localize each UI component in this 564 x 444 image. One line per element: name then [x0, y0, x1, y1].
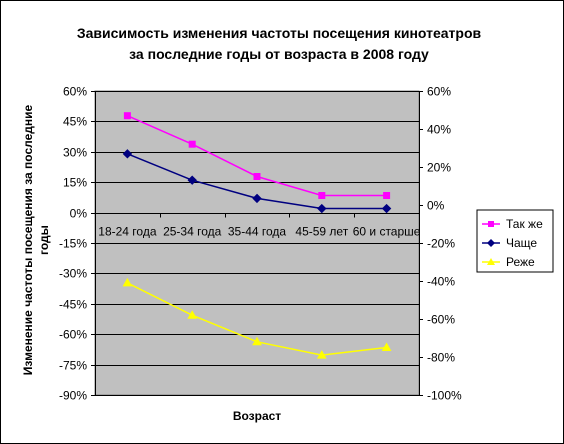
legend-label: Реже	[506, 255, 535, 269]
right-axis-tick-label: 60%	[427, 85, 451, 99]
left-axis-tick-label: 45%	[63, 115, 87, 129]
category-tick-label: 60 и старше	[353, 225, 421, 239]
legend-label: Чаще	[506, 236, 537, 250]
legend-marker	[487, 239, 495, 247]
left-axis-tick-label: 15%	[63, 176, 87, 190]
data-point	[381, 342, 392, 351]
data-point	[253, 173, 261, 180]
x-axis-title: Возраст	[233, 409, 281, 423]
right-axis-tick-label: 40%	[427, 123, 451, 137]
legend-marker	[487, 258, 495, 265]
left-axis-tick-label: -30%	[59, 267, 87, 281]
left-axis-tick-label: 0%	[70, 207, 88, 221]
chart-title-line: Зависимость изменения частоты посещения …	[77, 25, 482, 41]
left-axis-tick-label: -45%	[59, 298, 87, 312]
right-axis-tick-label: -80%	[427, 351, 455, 365]
category-tick-label: 18-24 года	[98, 225, 157, 239]
left-axis-tick-label: -60%	[59, 328, 87, 342]
chart-title-line: за последние годы от возраста в 2008 год…	[129, 46, 429, 62]
data-point	[318, 192, 326, 199]
left-axis-tick-label: -90%	[59, 389, 87, 403]
data-point	[383, 192, 391, 199]
right-axis-tick-label: -40%	[427, 275, 455, 289]
data-point	[317, 203, 327, 214]
legend-marker	[488, 221, 494, 227]
y-axis-title-line: годы	[37, 225, 51, 255]
right-axis-tick-label: -20%	[427, 237, 455, 251]
data-point	[122, 149, 133, 159]
data-point	[381, 203, 392, 214]
data-point	[252, 193, 262, 204]
category-tick-label: 25-34 года	[163, 225, 222, 239]
data-point	[187, 310, 198, 319]
data-point	[123, 112, 131, 120]
category-tick-label: 45-59 лет	[295, 225, 348, 239]
left-axis-tick-label: -75%	[59, 359, 87, 373]
data-point	[188, 140, 196, 148]
right-axis-tick-label: -60%	[427, 313, 455, 327]
left-axis-tick-label: 60%	[63, 85, 87, 99]
category-tick-label: 35-44 года	[228, 225, 287, 239]
left-axis-tick-label: 30%	[63, 146, 87, 160]
right-axis-tick-label: 0%	[427, 199, 445, 213]
right-axis-tick-label: 20%	[427, 161, 451, 175]
data-point	[122, 277, 133, 287]
left-axis-tick-label: -15%	[59, 237, 87, 251]
legend-label: Так же	[506, 217, 543, 231]
data-point	[252, 336, 262, 346]
data-point	[187, 175, 197, 185]
right-axis-tick-label: -100%	[427, 389, 462, 403]
data-point	[316, 350, 327, 359]
y-axis-title-line: Изменение частоты посещения за последние	[21, 104, 35, 375]
